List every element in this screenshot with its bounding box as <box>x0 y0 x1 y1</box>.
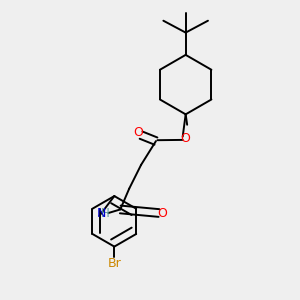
Text: O: O <box>181 132 190 145</box>
Text: N: N <box>96 207 106 220</box>
Text: Br: Br <box>107 257 121 270</box>
Text: H: H <box>101 207 110 220</box>
Text: O: O <box>157 207 167 220</box>
Text: O: O <box>133 126 143 139</box>
